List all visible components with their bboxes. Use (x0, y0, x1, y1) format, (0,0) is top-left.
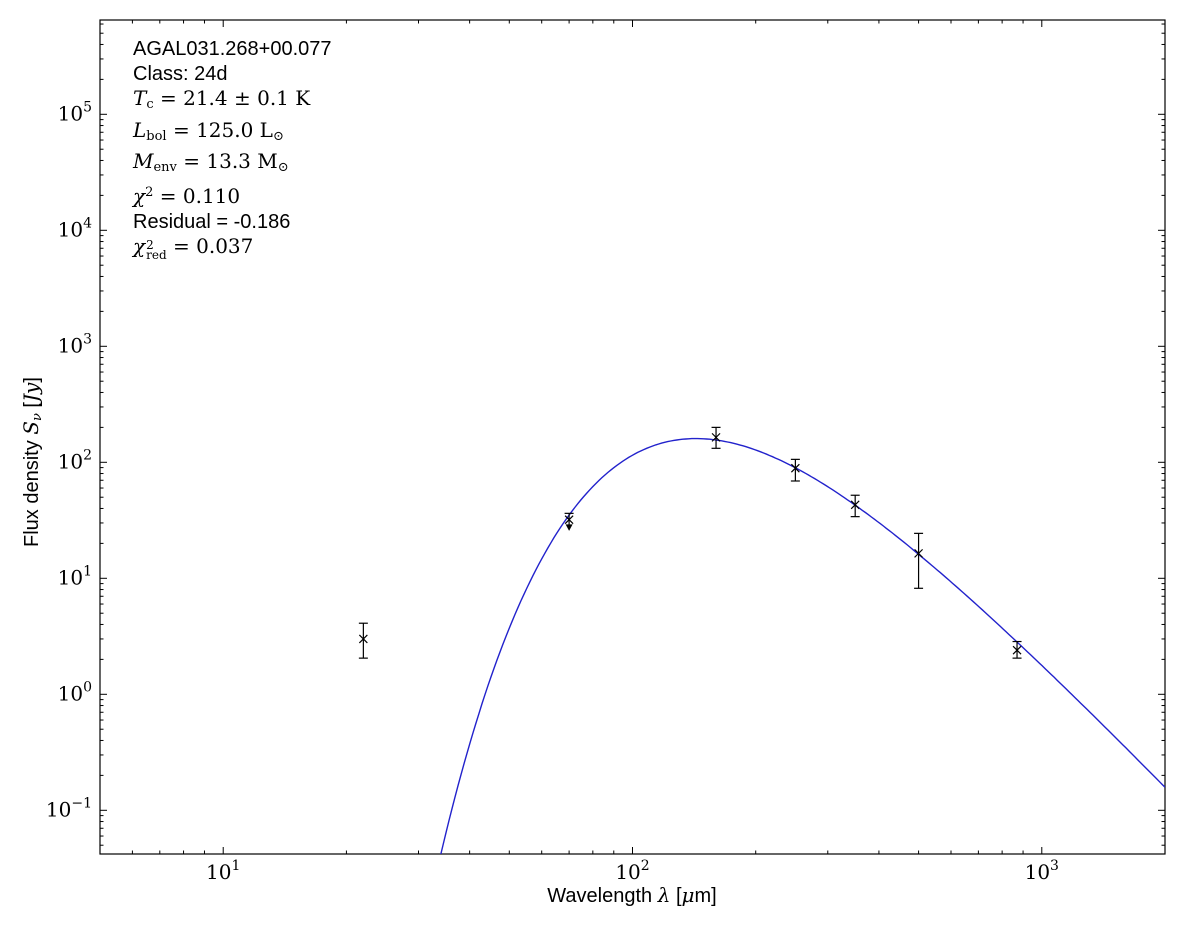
data-point (914, 532, 924, 589)
annotation-line-source-name: AGAL031.268+00.077 (133, 37, 332, 62)
marker-x (564, 515, 574, 525)
y-tick-label: 104 (58, 215, 92, 241)
text-segment: [ (670, 885, 682, 907)
y-tick-label: 100 (58, 679, 92, 705)
annotation-line-class: Class: 24d (133, 62, 332, 87)
y-axis-label: Flux density Sν [Jy] (19, 377, 45, 547)
y-tick-label: 102 (58, 447, 92, 473)
text-segment: χ (133, 183, 146, 208)
sup-sub-script: 2 red (146, 238, 167, 263)
text-segment: = 21.4 ± 0.1 K (153, 86, 311, 111)
text-segment: m] (694, 885, 717, 907)
text-segment: [ (21, 402, 43, 414)
text-segment: S (19, 421, 43, 435)
text-segment: L (133, 117, 147, 142)
y-tick-label: 10−1 (46, 795, 92, 821)
text-segment: = 13.3 M (176, 149, 278, 174)
data-point (564, 512, 574, 531)
annotation-line-luminosity: Lbol = 125.0 L⊙ (133, 118, 332, 150)
lower-limit-arrow (565, 524, 573, 531)
text-segment: ] (21, 377, 43, 383)
y-tick-labels: 10−1 100 101 102 103 104 105 (46, 99, 92, 821)
text-segment: M (133, 149, 154, 174)
text-segment: Jy (19, 382, 43, 402)
text-segment: = 0.110 (153, 183, 241, 208)
marker-x (358, 634, 368, 644)
text-segment: env (153, 160, 177, 176)
annotation-line-chi-squared: χ2 = 0.110 (133, 181, 332, 210)
text-segment: Residual = -0.186 (133, 210, 291, 233)
annotation-block: AGAL031.268+00.077 Class: 24d Tc = 21.4 ± … (133, 37, 332, 263)
annotation-line-residual: Residual = -0.186 (133, 210, 332, 235)
data-point (1012, 640, 1022, 659)
text-segment: 2 (145, 184, 154, 200)
x-tick-label: 103 (1025, 858, 1059, 884)
text-segment: Wavelength (547, 885, 658, 907)
text-segment: Class: 24d (133, 62, 228, 85)
y-tick-label: 105 (58, 99, 92, 125)
annotation-line-envelope-mass: Menv = 13.3 M⊙ (133, 149, 332, 181)
text-segment: ⊙ (277, 160, 289, 176)
text-segment: = 125.0 L (166, 117, 273, 142)
text-segment: Flux density (21, 434, 43, 547)
data-points (358, 426, 1022, 659)
y-tick-label: 103 (58, 331, 92, 357)
text-segment: χ (133, 234, 146, 259)
text-segment: ⊙ (272, 128, 284, 144)
marker-x (850, 500, 860, 510)
text-segment: bol (146, 128, 167, 144)
marker-x (711, 432, 721, 442)
y-tick-label: 101 (58, 563, 92, 589)
x-tick-label: 102 (615, 858, 649, 884)
text-segment: λ (657, 883, 671, 907)
axis-ticks (100, 20, 1165, 854)
x-axis-label: Wavelength λ [μm] (547, 883, 716, 908)
annotation-line-chi-squared-reduced: χ 2 red = 0.037 (133, 234, 332, 263)
x-tick-label: 101 (206, 858, 240, 884)
x-tick-labels: 101 102 103 (206, 858, 1059, 884)
text-segment: c (146, 97, 154, 113)
marker-x (914, 548, 924, 558)
annotation-line-temperature: Tc = 21.4 ± 0.1 K (133, 86, 332, 118)
fit-curve (440, 437, 1165, 854)
data-point (711, 426, 721, 449)
data-point (358, 622, 368, 659)
text-segment: = 0.037 (166, 234, 254, 259)
data-point (790, 458, 800, 482)
text-segment: AGAL031.268+00.077 (133, 38, 332, 60)
text-segment: μ (681, 883, 695, 907)
text-segment: ν (30, 413, 45, 422)
marker-x (790, 463, 800, 473)
marker-x (1012, 645, 1022, 655)
text-segment: T (133, 86, 147, 111)
data-point (850, 494, 860, 518)
